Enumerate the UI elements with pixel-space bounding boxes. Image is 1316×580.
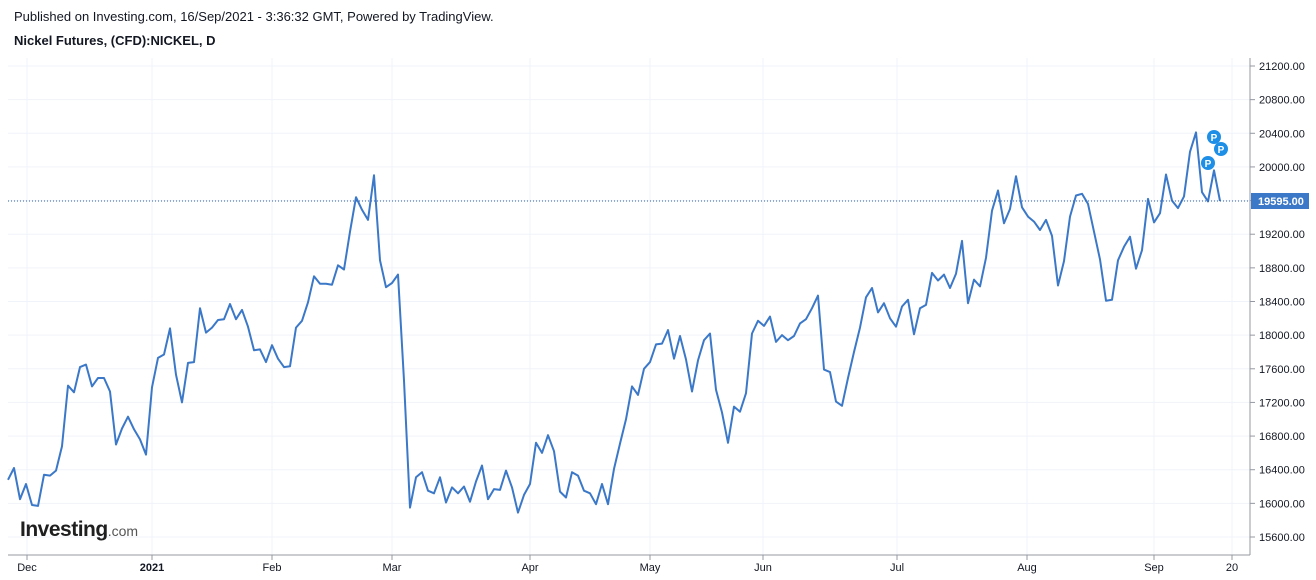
x-tick-label: Mar (383, 562, 402, 574)
logo-tld-text: .com (107, 523, 139, 539)
x-tick-label: May (640, 562, 661, 574)
x-tick-label: Jun (754, 562, 772, 574)
y-tick-label: 20400.00 (1259, 128, 1305, 140)
event-markers: PPP (1201, 130, 1228, 170)
y-tick-label: 19200.00 (1259, 229, 1305, 241)
y-tick-label: 15600.00 (1259, 532, 1305, 544)
event-marker-label: P (1211, 133, 1218, 144)
y-tick-label: 16800.00 (1259, 431, 1305, 443)
y-tick-label: 20000.00 (1259, 162, 1305, 174)
grid (8, 58, 1250, 555)
x-tick-label: Sep (1144, 562, 1164, 574)
y-tick-label: 18800.00 (1259, 263, 1305, 275)
chart-title: Nickel Futures, (CFD):NICKEL, D (14, 33, 216, 48)
x-tick-label: Apr (521, 562, 538, 574)
x-tick-label: Jul (890, 562, 904, 574)
x-tick-label: Feb (263, 562, 282, 574)
y-tick-label: 17200.00 (1259, 397, 1305, 409)
event-marker-circle (1214, 142, 1228, 156)
event-marker-circle (1201, 156, 1215, 170)
x-tick-label: 20 (1226, 562, 1238, 574)
event-marker-label: P (1218, 145, 1225, 156)
last-price-badge (1251, 192, 1309, 209)
x-tick-label: Aug (1017, 562, 1037, 574)
event-marker-label: P (1205, 159, 1212, 170)
logo-main-text: Investing (20, 518, 108, 541)
x-tick-label: Dec (17, 562, 37, 574)
y-tick-label: 18400.00 (1259, 297, 1305, 309)
axes: 21200.0020800.0020400.0020000.0019600.00… (8, 58, 1305, 574)
y-tick-label: 16400.00 (1259, 465, 1305, 477)
y-tick-label: 16000.00 (1259, 498, 1305, 510)
event-marker-circle (1207, 130, 1221, 144)
published-caption: Published on Investing.com, 16/Sep/2021 … (14, 9, 494, 24)
series-layer (7, 131, 1221, 514)
price-series-line (7, 131, 1221, 514)
y-tick-label: 18000.00 (1259, 330, 1305, 342)
investing-logo: Investing.com (20, 518, 138, 542)
last-price-label: 19595.00 (1258, 196, 1304, 208)
last-price-group: 19595.00 (8, 192, 1309, 209)
y-tick-label: 20800.00 (1259, 95, 1305, 107)
y-tick-label: 17600.00 (1259, 364, 1305, 376)
x-tick-label: 2021 (140, 562, 164, 574)
y-tick-label: 21200.00 (1259, 61, 1305, 73)
